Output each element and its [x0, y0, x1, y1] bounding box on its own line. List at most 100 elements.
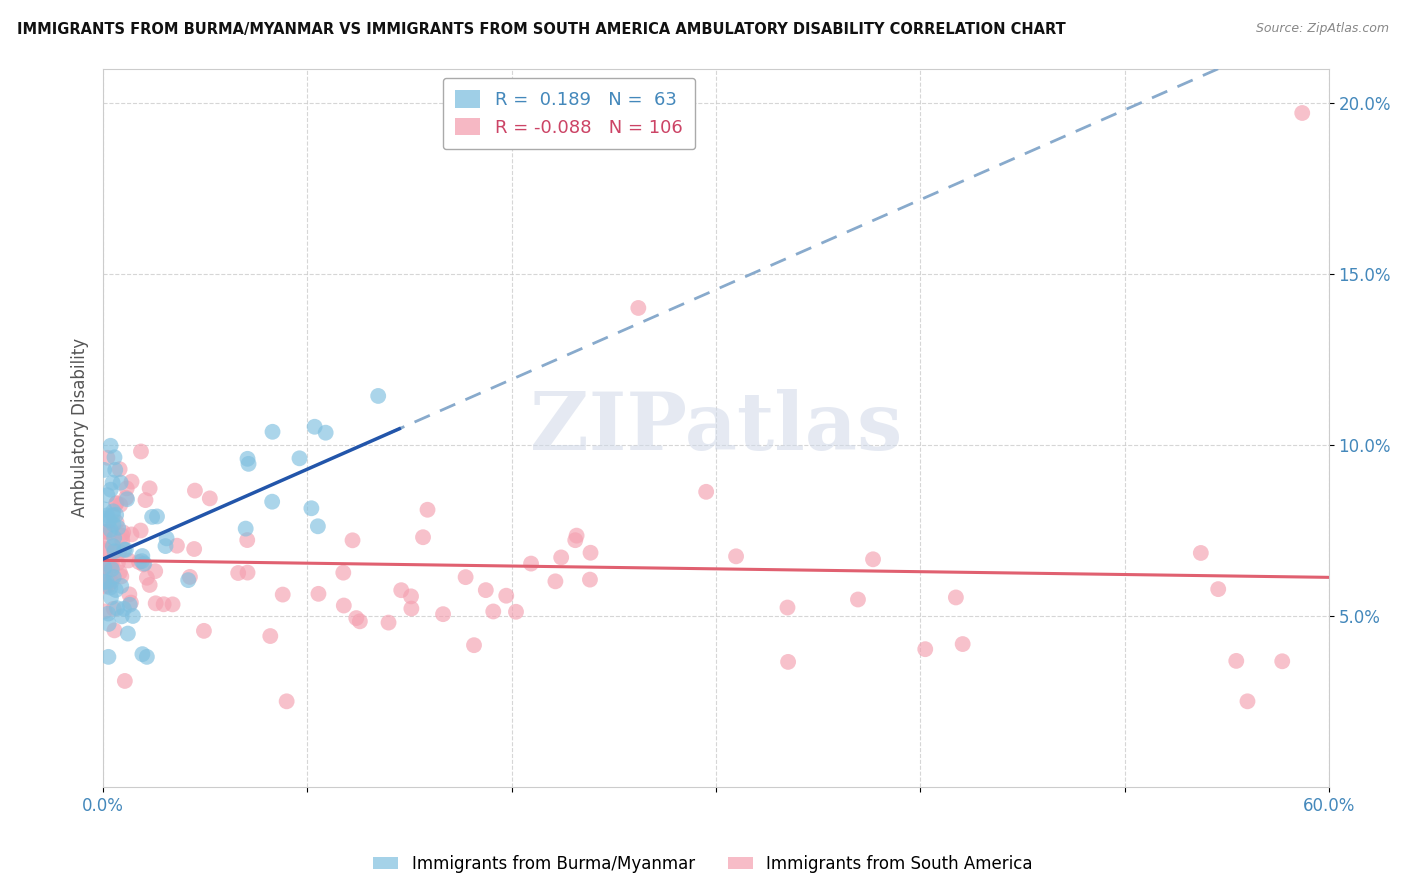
Point: [262, 494, 284, 508]
Point: [94, 543, 117, 558]
Point: [111, 533, 134, 548]
Point: [377, 615, 399, 630]
Point: [778, 655, 800, 669]
Point: [236, 451, 259, 466]
Point: [152, 597, 174, 611]
Point: [117, 626, 139, 640]
Point: [236, 533, 259, 547]
Point: [96, 560, 118, 574]
Point: [103, 517, 125, 532]
Point: [179, 570, 201, 584]
Point: [104, 546, 127, 560]
Point: [131, 549, 153, 563]
Point: [416, 502, 439, 516]
Point: [96, 575, 118, 590]
Point: [276, 694, 298, 708]
Point: [155, 532, 177, 546]
Point: [304, 419, 326, 434]
Point: [96, 488, 118, 502]
Point: [141, 509, 163, 524]
Point: [129, 444, 152, 458]
Text: Source: ZipAtlas.com: Source: ZipAtlas.com: [1256, 22, 1389, 36]
Point: [952, 637, 974, 651]
Point: [505, 605, 527, 619]
Point: [1291, 106, 1313, 120]
Point: [100, 559, 122, 574]
Point: [103, 544, 125, 558]
Point: [101, 556, 124, 570]
Point: [315, 425, 337, 440]
Point: [103, 601, 125, 615]
Point: [131, 647, 153, 661]
Point: [145, 596, 167, 610]
Point: [579, 573, 602, 587]
Point: [100, 439, 122, 453]
Point: [564, 533, 586, 548]
Point: [495, 589, 517, 603]
Point: [198, 491, 221, 506]
Point: [120, 596, 142, 610]
Point: [235, 522, 257, 536]
Point: [238, 457, 260, 471]
Point: [454, 570, 477, 584]
Point: [100, 574, 122, 589]
Point: [105, 601, 128, 615]
Point: [97, 579, 120, 593]
Point: [117, 553, 139, 567]
Point: [184, 483, 207, 498]
Point: [1189, 546, 1212, 560]
Point: [114, 542, 136, 557]
Point: [103, 531, 125, 545]
Point: [93, 541, 115, 556]
Point: [111, 529, 134, 543]
Point: [166, 539, 188, 553]
Point: [97, 649, 120, 664]
Point: [135, 649, 157, 664]
Point: [121, 609, 143, 624]
Point: [110, 498, 132, 512]
Point: [129, 524, 152, 538]
Point: [134, 557, 156, 571]
Point: [97, 616, 120, 631]
Point: [846, 592, 869, 607]
Point: [103, 450, 125, 465]
Point: [94, 566, 117, 580]
Point: [482, 605, 505, 619]
Point: [389, 583, 412, 598]
Point: [103, 570, 125, 584]
Point: [94, 524, 117, 539]
Point: [108, 462, 131, 476]
Point: [162, 598, 184, 612]
Point: [114, 673, 136, 688]
Point: [103, 624, 125, 638]
Point: [115, 491, 138, 505]
Point: [105, 496, 128, 510]
Point: [104, 582, 127, 597]
Point: [93, 502, 115, 516]
Point: [105, 516, 128, 530]
Point: [1206, 582, 1229, 596]
Point: [259, 629, 281, 643]
Point: [132, 558, 155, 572]
Point: [93, 560, 115, 574]
Point: [101, 504, 124, 518]
Point: [544, 574, 567, 589]
Point: [193, 624, 215, 638]
Point: [138, 481, 160, 495]
Point: [344, 611, 367, 625]
Point: [112, 542, 135, 557]
Point: [183, 541, 205, 556]
Point: [271, 588, 294, 602]
Point: [107, 521, 129, 535]
Point: [463, 638, 485, 652]
Point: [115, 482, 138, 496]
Point: [299, 501, 322, 516]
Point: [262, 425, 284, 439]
Point: [96, 573, 118, 587]
Legend: R =  0.189   N =  63, R = -0.088   N = 106: R = 0.189 N = 63, R = -0.088 N = 106: [443, 78, 695, 150]
Point: [108, 544, 131, 558]
Point: [236, 566, 259, 580]
Point: [110, 579, 132, 593]
Point: [627, 301, 650, 315]
Point: [111, 609, 134, 624]
